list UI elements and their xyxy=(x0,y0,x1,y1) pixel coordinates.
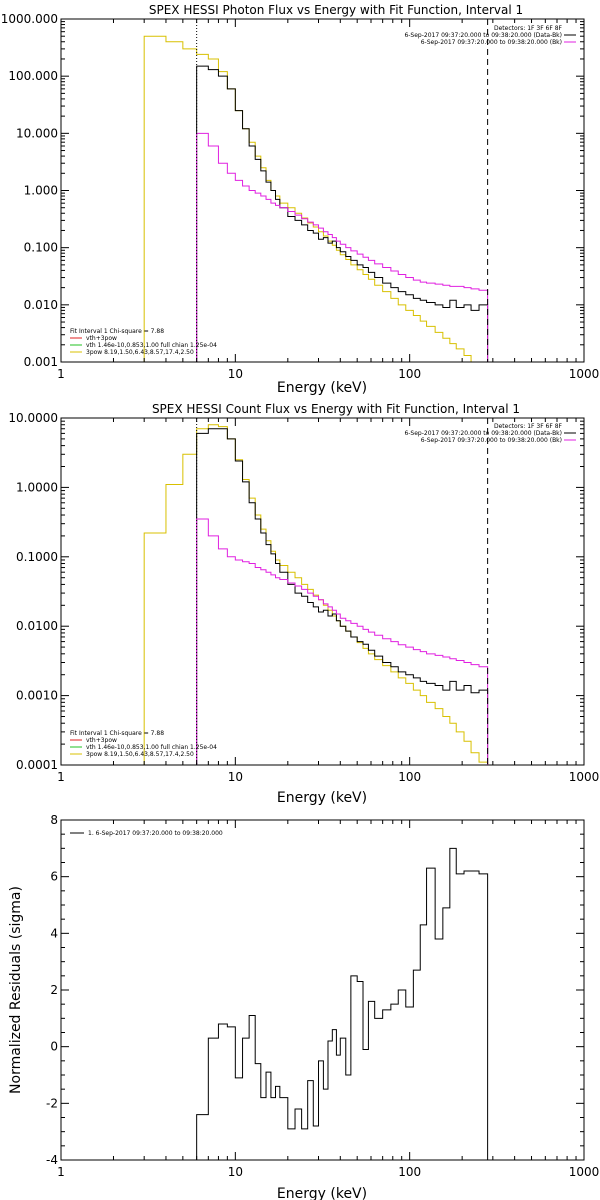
panel3-xlabel: Energy (keV) xyxy=(277,1186,367,1200)
panel2-series-group xyxy=(143,424,489,765)
panel2-ytick-label: 0.1000 xyxy=(16,550,58,564)
panel2-legend-bl-0: Fit Interval 1 Chi-square = 7.88 xyxy=(70,730,164,737)
panel2-series-0 xyxy=(143,424,489,765)
panel1-axes-box xyxy=(60,18,585,363)
panel2-legend-tr-1: 6-Sep-2017 09:37:20.000 to 09:38:20.000 … xyxy=(404,430,562,437)
panel3-legend-0: 1. 6-Sep-2017 09:37:20.000 to 09:38:20.0… xyxy=(88,830,223,837)
panel1-xtick-label: 1 xyxy=(57,367,65,381)
panel2-legend-bottom-left: Fit Interval 1 Chi-square = 7.88 vth+3po… xyxy=(70,730,217,758)
panel3-ytick-label: 6 xyxy=(50,870,58,884)
panel1-legend-bl-2: vth 1.46e-10,0.853,1.00 full chian 1.25e… xyxy=(86,342,217,349)
panel2-xlabel: Energy (keV) xyxy=(277,790,367,806)
panel2-xtick-label: 1000 xyxy=(569,770,600,784)
panel3-ytick-label: 4 xyxy=(50,926,58,940)
panel2-legend-top-right: Detectors: 1F 3F 6F 8F 6-Sep-2017 09:37:… xyxy=(404,423,576,444)
panel2-legend-bl-1: vth+3pow xyxy=(86,737,117,744)
panel3-xtick-label: 1 xyxy=(57,1165,65,1179)
panel2-xtick-label: 10 xyxy=(228,770,243,784)
panel3-series-0 xyxy=(196,847,489,1160)
panel2-legend-bl-3: 3pow 8.19,1.50,6.43,8.57,17.4,2.50 xyxy=(86,751,194,758)
panel3-ytick-label: 8 xyxy=(50,813,58,827)
panel1-legend-tr-0: Detectors: 1F 3F 6F 8F xyxy=(494,25,563,32)
panel1-xtick-label: 100 xyxy=(398,367,421,381)
panel2-xtick-label: 1 xyxy=(57,770,65,784)
panel2-ytick-label: 0.0001 xyxy=(16,758,58,772)
panel3-plot: 1 10 100 1000 -4 -2 0 2 4 6 8 xyxy=(46,813,599,1179)
panel2-series-1 xyxy=(196,428,489,765)
panel3-legend: 1. 6-Sep-2017 09:37:20.000 to 09:38:20.0… xyxy=(70,830,223,837)
panel3-axes-box xyxy=(60,819,585,1161)
panel3-ytick-label: -4 xyxy=(46,1153,58,1167)
panel3-ytick-label: 2 xyxy=(50,983,58,997)
panel-count-flux: SPEX HESSI Count Flux vs Energy with Fit… xyxy=(8,402,599,806)
panel1-legend-top-right: Detectors: 1F 3F 6F 8F 6-Sep-2017 09:37:… xyxy=(404,25,576,46)
panel1-series-1 xyxy=(196,65,489,362)
panel1-legend-bottom-left: Fit Interval 1 Chi-square = 7.88 vth+3po… xyxy=(70,328,217,356)
panel1-xlabel: Energy (keV) xyxy=(277,380,367,396)
panel1-legend-bl-3: 3pow 8.19,1.50,6.43,8.57,17.4,2.50 xyxy=(86,349,194,356)
panel2-series-2 xyxy=(196,518,489,765)
panel2-ytick-label: 0.0010 xyxy=(16,689,58,703)
panel1-legend-tr-2: 6-Sep-2017 09:37:20.000 to 09:38:20.000 … xyxy=(421,39,562,46)
panel1-legend-bl-0: Fit Interval 1 Chi-square = 7.88 xyxy=(70,328,164,335)
panel3-xtick-label: 100 xyxy=(398,1165,421,1179)
panel-photon-flux: SPEX HESSI Photon Flux vs Energy with Fi… xyxy=(1,3,600,396)
panel1-series-2 xyxy=(196,132,489,362)
panel3-ytick-label: 0 xyxy=(50,1040,58,1054)
panel2-ytick-label: 10.0000 xyxy=(8,411,58,425)
panel1-ticks xyxy=(60,19,584,363)
panel3-xtick-label: 1000 xyxy=(569,1165,600,1179)
panel1-plot: 1 10 100 1000 0.001 0.010 0.100 1.000 10.000 100.… xyxy=(1,12,600,381)
panel1-series-group xyxy=(143,35,489,362)
panel2-plot: 1 10 100 1000 0.0001 0.0010 0.0100 0.1000 1.0000… xyxy=(8,411,599,784)
panel2-xtick-label: 100 xyxy=(398,770,421,784)
panel3-ytick-label: -2 xyxy=(46,1096,58,1110)
panel1-ytick-label: 10.000 xyxy=(16,126,58,140)
panel2-legend-tr-0: Detectors: 1F 3F 6F 8F xyxy=(494,423,563,430)
panel1-ytick-label: 0.010 xyxy=(24,298,58,312)
panel2-legend-tr-2: 6-Sep-2017 09:37:20.000 to 09:38:20.000 … xyxy=(421,437,562,444)
panel3-xtick-label: 10 xyxy=(228,1165,243,1179)
panel2-axes-box xyxy=(60,417,585,766)
panel1-ytick-label: 0.001 xyxy=(24,355,58,369)
panel3-ticks xyxy=(60,819,584,1161)
panel1-legend-tr-1: 6-Sep-2017 09:37:20.000 to 09:38:20.000 … xyxy=(404,32,562,39)
panel3-series-group xyxy=(196,847,489,1160)
panel1-xtick-label: 1000 xyxy=(569,367,600,381)
panel1-ytick-label: 1.000 xyxy=(24,184,58,198)
panel1-ytick-label: 1000.000 xyxy=(1,12,58,26)
panel-residuals: 1 10 100 1000 -4 -2 0 2 4 6 8 Energy (keV) Normali… xyxy=(8,813,599,1200)
panel2-ticks xyxy=(60,418,584,766)
panel1-ytick-label: 0.100 xyxy=(24,241,58,255)
panel1-title: SPEX HESSI Photon Flux vs Energy with Fi… xyxy=(149,3,523,17)
panel2-title: SPEX HESSI Count Flux vs Energy with Fit… xyxy=(152,402,520,416)
panel1-xtick-label: 10 xyxy=(228,367,243,381)
panel1-ytick-label: 100.000 xyxy=(8,69,58,83)
panel2-ytick-label: 1.0000 xyxy=(16,480,58,494)
panel2-ytick-label: 0.0100 xyxy=(16,619,58,633)
panel1-series-0 xyxy=(143,35,480,362)
panel1-legend-bl-1: vth+3pow xyxy=(86,335,117,342)
panel2-legend-bl-2: vth 1.46e-10,0.853,1.00 full chian 1.25e… xyxy=(86,744,217,751)
panel3-ylabel: Normalized Residuals (sigma) xyxy=(8,886,24,1094)
